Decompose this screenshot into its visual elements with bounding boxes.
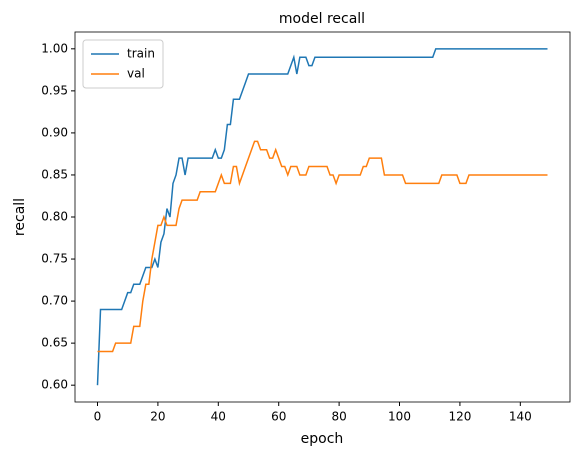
y-tick-label: 0.60 bbox=[41, 378, 68, 392]
x-tick-label: 0 bbox=[94, 410, 102, 424]
x-tick-label: 100 bbox=[388, 410, 411, 424]
y-tick-label: 1.00 bbox=[41, 41, 68, 55]
y-tick-label: 0.70 bbox=[41, 294, 68, 308]
legend-box bbox=[82, 39, 164, 89]
axes-frame bbox=[74, 31, 571, 403]
y-axis-label: recall bbox=[12, 198, 28, 236]
chart-title: model recall bbox=[279, 11, 365, 27]
y-tick-label: 0.95 bbox=[41, 83, 68, 97]
x-tick-label: 120 bbox=[448, 410, 471, 424]
x-tick-label: 60 bbox=[271, 410, 286, 424]
x-tick-label: 20 bbox=[150, 410, 165, 424]
x-axis-label: epoch bbox=[301, 431, 344, 447]
line-series bbox=[97, 140, 548, 353]
x-tick-label: 80 bbox=[331, 410, 346, 424]
y-tick-label: 0.80 bbox=[41, 210, 68, 224]
y-tick-label: 0.90 bbox=[41, 125, 68, 139]
y-tick-label: 0.85 bbox=[41, 167, 68, 181]
x-tick-label: 40 bbox=[211, 410, 226, 424]
legend-label: val bbox=[127, 67, 145, 81]
legend-label: train bbox=[127, 47, 155, 61]
y-tick-label: 0.65 bbox=[41, 336, 68, 350]
line-series bbox=[96, 48, 548, 386]
y-tick-label: 0.75 bbox=[41, 252, 68, 266]
x-tick-label: 140 bbox=[509, 410, 532, 424]
